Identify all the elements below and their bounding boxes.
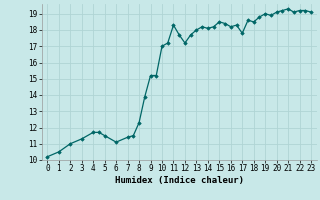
X-axis label: Humidex (Indice chaleur): Humidex (Indice chaleur): [115, 176, 244, 185]
